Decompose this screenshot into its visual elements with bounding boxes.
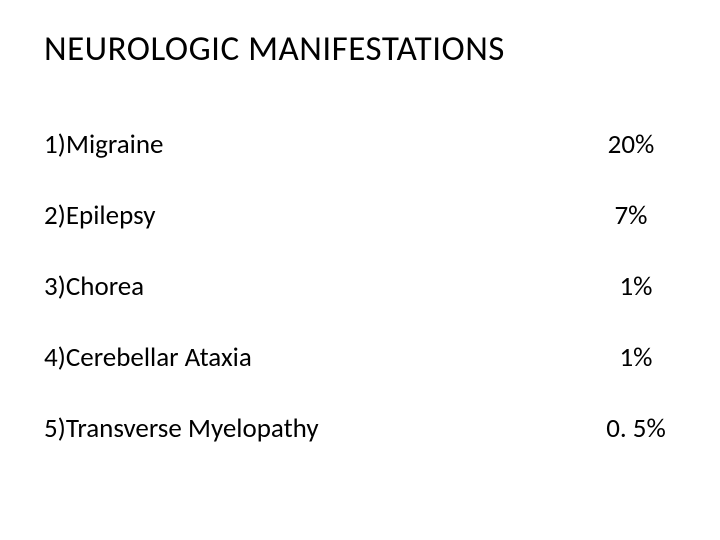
slide-container: NEUROLOGIC MANIFESTATIONS 1)Migraine 20%… xyxy=(0,0,720,540)
row-value: 7% xyxy=(586,199,676,232)
row-label: 1)Migraine xyxy=(44,128,163,161)
row-value: 1% xyxy=(586,270,676,303)
table-row: 1)Migraine 20% xyxy=(44,128,676,161)
table-row: 3)Chorea 1% xyxy=(44,270,676,303)
slide-title: NEUROLOGIC MANIFESTATIONS xyxy=(44,28,676,70)
row-label: 4)Cerebellar Ataxia xyxy=(44,341,252,374)
row-label: 3)Chorea xyxy=(44,270,144,303)
table-row: 2)Epilepsy 7% xyxy=(44,199,676,232)
row-label: 5)Transverse Myelopathy xyxy=(44,412,319,445)
table-row: 4)Cerebellar Ataxia 1% xyxy=(44,341,676,374)
row-value: 0. 5% xyxy=(586,412,676,445)
row-label: 2)Epilepsy xyxy=(44,199,155,232)
row-value: 20% xyxy=(586,128,676,161)
table-row: 5)Transverse Myelopathy 0. 5% xyxy=(44,412,676,445)
row-value: 1% xyxy=(586,341,676,374)
